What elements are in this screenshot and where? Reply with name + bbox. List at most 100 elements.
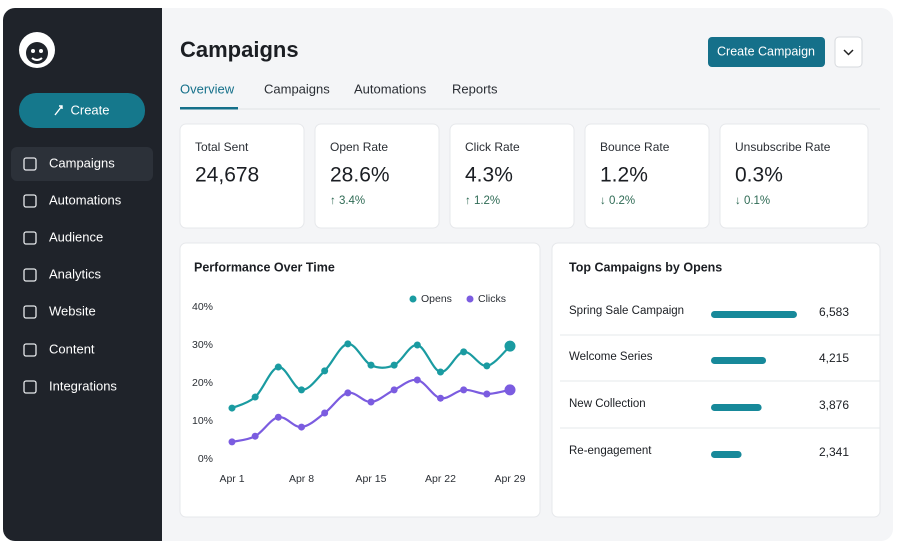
data-point: [460, 386, 468, 394]
stat-card: [719, 123, 869, 229]
data-point: [228, 404, 236, 412]
stat-card: [584, 123, 710, 229]
bar: [711, 451, 742, 458]
data-point: [298, 386, 305, 394]
data-point: [504, 340, 516, 352]
bar-value: 6,583: [819, 305, 849, 319]
y-tick-label: 40%: [192, 301, 213, 313]
nav-item[interactable]: Audience: [49, 229, 103, 244]
data-point: [344, 340, 352, 348]
bar: [711, 404, 762, 411]
y-tick-label: 0%: [198, 453, 213, 465]
stat-label: Open Rate: [330, 140, 388, 154]
active-tab-indicator: [180, 107, 238, 110]
x-tick-label: Apr 15: [356, 473, 387, 485]
nav-icon: [23, 305, 37, 319]
y-tick-label: 30%: [192, 339, 213, 351]
data-point: [413, 376, 421, 384]
campaign-name: Spring Sale Campaign: [569, 305, 684, 317]
data-point: [251, 393, 259, 401]
data-point: [344, 389, 352, 397]
nav-icon: [23, 157, 37, 171]
data-point: [460, 348, 468, 356]
data-point: [274, 363, 282, 371]
data-point: [437, 394, 444, 402]
nav-item[interactable]: Content: [49, 341, 95, 356]
dropdown-button[interactable]: [834, 36, 863, 68]
nav-icon: [23, 268, 37, 282]
legend-label: Clicks: [478, 293, 506, 305]
tab[interactable]: Overview: [180, 81, 235, 96]
nav-active-bg: [11, 147, 153, 181]
stat-card: [314, 123, 440, 229]
chart-title: Performance Over Time: [194, 260, 335, 274]
logo: [19, 32, 55, 68]
legend-swatch: [466, 295, 474, 303]
create-button-label[interactable]: Create: [70, 102, 109, 117]
data-point: [504, 384, 516, 396]
legend-swatch: [409, 295, 417, 303]
nav-item[interactable]: Campaigns: [49, 155, 115, 170]
stat-label: Unsubscribe Rate: [735, 140, 831, 154]
x-tick-label: Apr 1: [219, 473, 244, 485]
tab[interactable]: Reports: [452, 81, 498, 96]
data-point: [367, 361, 375, 369]
performance-panel: [179, 242, 541, 518]
x-tick-label: Apr 22: [425, 473, 456, 485]
top-campaigns-panel: [551, 242, 881, 518]
bar-value: 2,341: [819, 445, 849, 459]
data-point: [367, 398, 375, 406]
stat-value: 4.3%: [465, 164, 513, 187]
stat-value: 28.6%: [330, 164, 390, 187]
data-point: [390, 361, 398, 369]
panel-title: Top Campaigns by Opens: [569, 260, 722, 274]
stat-change: ↑ 1.2%: [465, 195, 500, 207]
bar-value: 4,215: [819, 351, 849, 365]
stat-card: [179, 123, 305, 229]
stat-value: 24,678: [195, 164, 259, 187]
bar: [711, 311, 797, 318]
x-tick-label: Apr 29: [495, 473, 526, 485]
stat-change: ↑ 3.4%: [330, 195, 365, 207]
sidebar: [3, 8, 162, 541]
legend-label: Opens: [421, 293, 452, 305]
tab[interactable]: Campaigns: [264, 81, 330, 96]
nav-item[interactable]: Analytics: [49, 266, 102, 281]
stat-label: Total Sent: [195, 140, 249, 154]
create-button[interactable]: [19, 93, 145, 128]
create-campaign-button[interactable]: [708, 37, 825, 67]
stat-label: Bounce Rate: [600, 140, 670, 154]
y-tick-label: 20%: [192, 377, 213, 389]
data-point: [390, 386, 398, 394]
y-tick-label: 10%: [192, 415, 213, 427]
campaign-name: New Collection: [569, 398, 646, 410]
stat-change: ↓ 0.2%: [600, 195, 635, 207]
stat-value: 0.3%: [735, 164, 783, 187]
create-icon: [54, 105, 63, 116]
nav-item[interactable]: Integrations: [49, 378, 117, 393]
data-point: [228, 438, 236, 446]
bar: [711, 357, 767, 364]
nav-icon: [23, 380, 37, 394]
nav-item[interactable]: Website: [49, 303, 96, 318]
create-campaign-label[interactable]: Create Campaign: [717, 44, 815, 58]
nav-item[interactable]: Automations: [49, 192, 122, 207]
data-point: [321, 367, 329, 375]
stat-label: Click Rate: [465, 140, 520, 154]
data-point: [298, 423, 305, 431]
page-title: Campaigns: [180, 37, 299, 62]
x-tick-label: Apr 8: [289, 473, 314, 485]
campaign-name: Re-engagement: [569, 445, 652, 457]
campaign-name: Welcome Series: [569, 351, 653, 363]
data-point: [274, 413, 282, 421]
stat-card: [449, 123, 575, 229]
data-point: [413, 341, 421, 349]
data-point: [483, 362, 491, 370]
nav-icon: [23, 194, 37, 208]
stat-value: 1.2%: [600, 164, 648, 187]
nav-icon: [23, 343, 37, 357]
stat-change: ↓ 0.1%: [735, 195, 770, 207]
data-point: [321, 409, 329, 417]
tab[interactable]: Automations: [354, 81, 427, 96]
